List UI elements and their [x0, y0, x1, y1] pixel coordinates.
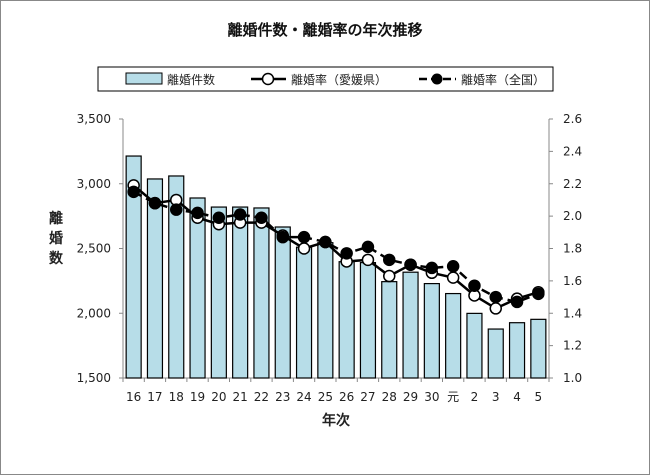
x-tick-label: 17	[147, 390, 162, 404]
national-rate-point-4	[510, 295, 524, 309]
bar-25	[317, 242, 334, 379]
x-tick-label: 23	[275, 390, 290, 404]
right-tick-label: 2.4	[563, 144, 582, 158]
bar-24	[295, 246, 313, 379]
national-rate-point-19	[191, 206, 204, 220]
bar-29	[402, 271, 419, 379]
x-tick-label: 5	[535, 390, 543, 404]
x-tick-label: 18	[169, 390, 184, 404]
bar-元	[445, 292, 462, 379]
national-rate-point-元	[446, 260, 460, 273]
x-tick-label: 25	[318, 390, 333, 404]
x-tick-label: 19	[190, 390, 205, 404]
x-tick-label: 21	[233, 390, 248, 404]
national-rate-point-23	[276, 230, 289, 244]
x-axis-title: 年次	[322, 412, 350, 429]
right-tick-label: 1.2	[563, 339, 582, 353]
national-rate-point-2	[468, 279, 481, 292]
bar-3	[487, 328, 504, 379]
right-tick-label: 1.6	[563, 274, 582, 288]
bar-18	[168, 175, 185, 379]
x-tick-label: 22	[254, 390, 269, 404]
national-rate-point-29	[404, 258, 417, 271]
national-rate-point-24	[297, 230, 311, 244]
x-tick-label: 29	[403, 390, 418, 404]
bar-2	[466, 312, 483, 379]
bar-26	[338, 261, 355, 379]
legend-label-national: 離婚率（全国）	[461, 72, 545, 87]
national-rate-point-27	[361, 240, 375, 254]
legend-label-ehime: 離婚率（愛媛県）	[291, 72, 387, 87]
bar-5	[530, 318, 547, 379]
x-tick-label: 16	[126, 390, 141, 404]
chart-title: 離婚件数・離婚率の年次推移	[227, 21, 423, 39]
national-rate-point-28	[383, 253, 396, 267]
left-tick-label: 2,000	[77, 306, 111, 320]
national-rate-point-3	[489, 290, 502, 304]
left-tick-label: 2,500	[77, 242, 111, 256]
x-tick-label: 元	[447, 390, 459, 404]
x-tick-label: 26	[339, 390, 354, 404]
ehime-rate-point-3	[489, 302, 502, 315]
right-tick-label: 1.8	[563, 242, 582, 256]
national-rate-point-21	[233, 208, 247, 221]
left-tick-label: 1,500	[77, 371, 111, 385]
national-rate-point-5	[532, 287, 545, 301]
x-tick-label: 24	[296, 390, 311, 404]
national-rate-point-26	[340, 247, 353, 260]
x-tick-label: 28	[382, 390, 397, 404]
national-rate-point-20	[212, 211, 226, 224]
legend-marker-ehime	[261, 72, 275, 86]
bar-21	[232, 206, 249, 379]
legend-marker-national	[431, 73, 443, 85]
bar-27	[359, 262, 377, 379]
bar-30	[423, 282, 440, 379]
national-rate-point-17	[148, 196, 162, 210]
left-tick-label: 3,500	[77, 112, 111, 126]
bar-22	[253, 207, 270, 379]
national-rate-point-25	[319, 235, 332, 249]
x-tick-label: 2	[471, 390, 479, 404]
right-tick-label: 2.0	[563, 209, 582, 223]
bar-4	[508, 322, 526, 379]
x-tick-label: 4	[513, 390, 521, 404]
left-tick-label: 3,000	[77, 177, 111, 191]
legend-label-bars: 離婚件数	[167, 72, 215, 87]
x-tick-label: 20	[211, 390, 226, 404]
right-tick-label: 1.0	[563, 371, 582, 385]
bar-19	[189, 197, 206, 379]
national-rate-point-16	[127, 185, 140, 199]
right-tick-label: 2.6	[563, 112, 582, 126]
ehime-rate-point-28	[383, 269, 396, 283]
y-axis-title: 離婚数	[49, 211, 63, 267]
x-tick-label: 3	[492, 390, 500, 404]
national-rate-point-22	[255, 211, 268, 224]
bar-17	[146, 178, 164, 379]
ehime-rate-point-元	[446, 271, 460, 284]
bar-16	[125, 155, 142, 379]
bar-20	[210, 206, 227, 379]
x-tick-label: 30	[424, 390, 439, 404]
ehime-rate-point-24	[297, 242, 311, 255]
legend-bar-swatch	[125, 72, 163, 85]
bar-28	[381, 281, 398, 379]
right-tick-label: 1.4	[563, 306, 582, 320]
x-tick-label: 27	[360, 390, 375, 404]
legend-box	[97, 66, 554, 92]
right-tick-label: 2.2	[563, 177, 582, 191]
national-rate-point-30	[425, 261, 439, 275]
bar-23	[274, 226, 291, 379]
ehime-rate-point-27	[361, 253, 375, 267]
national-rate-point-18	[170, 203, 183, 216]
